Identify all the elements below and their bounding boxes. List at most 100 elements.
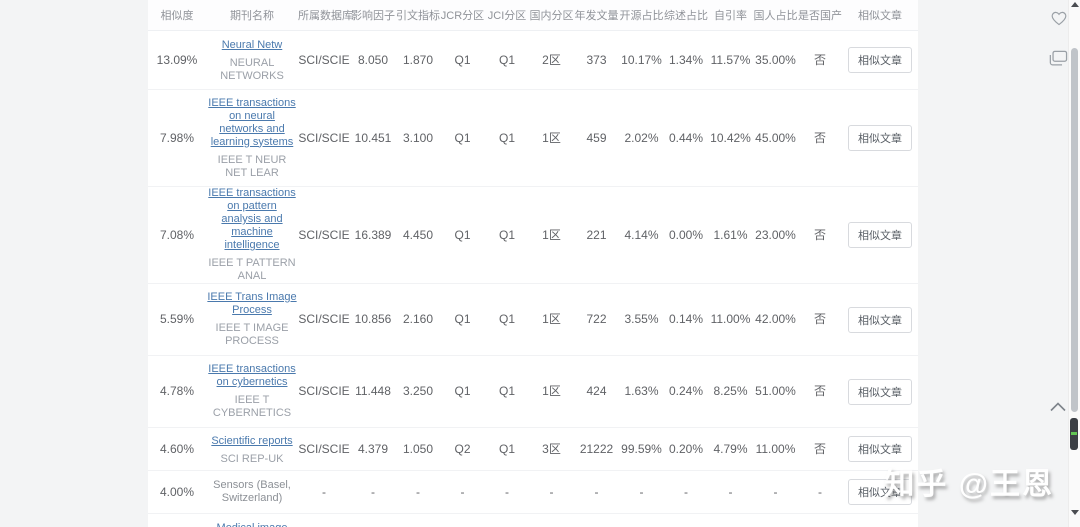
- cell-oa-ratio: [619, 514, 664, 520]
- cell-jcr-quartile: Q1: [454, 227, 471, 242]
- cell-similarity: 7.98%: [159, 130, 195, 145]
- journal-name-text: Sensors (Basel, Switzerland): [213, 479, 291, 504]
- scrollbar-up-arrow-icon[interactable]: [1071, 2, 1079, 7]
- cell-similarity: 4.00%: [159, 484, 195, 499]
- cell-domestic-zone: 1区: [542, 384, 561, 398]
- cell-domestic-zone: [529, 514, 574, 520]
- journal-name-link[interactable]: Medical image: [217, 522, 288, 527]
- journal-abbreviation: IEEE T IMAGE PROCESS: [215, 322, 289, 347]
- cell-self-citation-rate: 11.00%: [710, 312, 751, 326]
- journal-name-link[interactable]: IEEE transactions on neural networks and…: [208, 96, 296, 148]
- scrollbar-thumb[interactable]: [1071, 48, 1078, 412]
- journal-name-link[interactable]: IEEE transactions on pattern analysis an…: [208, 187, 296, 251]
- cell-citation-index: 3.250: [402, 384, 434, 398]
- cell-similarity: 5.59%: [159, 312, 195, 326]
- cell-annual-articles: -: [594, 484, 599, 499]
- journal-name-link[interactable]: Scientific reports: [211, 434, 293, 447]
- similar-articles-button[interactable]: 相似文章: [848, 306, 912, 333]
- cell-citation-index: [396, 514, 440, 520]
- cell-journal-name: IEEE transactions on cybernetics IEEE T C…: [206, 363, 298, 420]
- cell-oa-ratio: 1.63%: [624, 384, 659, 398]
- cell-jci-quartile: [485, 514, 529, 520]
- cell-similar-articles: 相似文章: [842, 436, 918, 462]
- column-header-citation-index: 引文指标: [396, 10, 440, 22]
- chevron-up-icon[interactable]: [1050, 402, 1066, 412]
- cell-chinese-author-ratio: [753, 514, 798, 520]
- similar-articles-button[interactable]: 相似文章: [848, 479, 912, 505]
- cell-impact-factor: 8.050: [357, 52, 389, 67]
- cell-jci-quartile: Q1: [498, 441, 515, 456]
- similar-articles-button[interactable]: 相似文章: [848, 222, 912, 248]
- cell-jci-quartile: Q1: [498, 130, 515, 145]
- cell-citation-index: -: [416, 484, 420, 499]
- similar-articles-button[interactable]: 相似文章: [848, 378, 912, 405]
- cell-similar-articles: 相似文章: [842, 125, 918, 151]
- journal-name-link[interactable]: Neural Netw: [221, 39, 283, 51]
- cell-database: SCI/SCIE: [298, 227, 350, 242]
- cell-chinese-author-ratio: 51.00%: [755, 384, 796, 398]
- cell-annual-articles: [574, 514, 619, 520]
- cell-jci-quartile: Q1: [498, 312, 515, 326]
- cell-chinese-author-ratio: -: [773, 484, 778, 499]
- cell-review-ratio: -: [684, 484, 688, 499]
- cell-self-citation-rate: 8.25%: [713, 384, 748, 398]
- vertical-scrollbar[interactable]: [1068, 0, 1080, 527]
- cell-similar-articles: 相似文章: [842, 222, 918, 248]
- cell-annual-articles: 21222: [579, 441, 614, 456]
- cell-similar-articles: 相似文章: [842, 306, 918, 333]
- cell-self-citation-rate: 11.57%: [710, 52, 751, 67]
- journal-abbreviation: IEEE T PATTERN ANAL: [208, 257, 296, 282]
- similar-articles-button[interactable]: 相似文章: [848, 47, 912, 73]
- cell-is-domestic: [798, 514, 842, 520]
- column-header-review-ratio: 综述占比: [664, 10, 708, 22]
- cell-domestic-zone: 1区: [542, 227, 561, 242]
- cell-impact-factor: 16.389: [354, 227, 392, 242]
- similar-articles-button[interactable]: 相似文章: [848, 125, 912, 151]
- column-header-journal-name: 期刊名称: [230, 10, 274, 22]
- cell-review-ratio: 0.20%: [668, 441, 704, 456]
- cell-review-ratio: 0.14%: [668, 312, 704, 326]
- cell-oa-ratio: 10.17%: [621, 52, 662, 67]
- table-row: 7.08% IEEE transactions on pattern analys…: [148, 187, 918, 284]
- journal-results-table: 相似度 期刊名称 所属数据库 影响因子 引文指标 JCR分区 JCI分区 国内分区 年发文量 开源…: [148, 0, 918, 527]
- column-header-impact-factor: 影响因子: [351, 10, 395, 22]
- cell-database: [298, 514, 350, 520]
- journal-name-link[interactable]: IEEE Trans Image Process: [207, 291, 297, 316]
- cell-impact-factor: 10.451: [354, 130, 392, 145]
- table-row: 5.59% IEEE Trans Image Process IEEE T IMAG…: [148, 284, 918, 356]
- cell-impact-factor: 10.856: [354, 312, 392, 326]
- cell-annual-articles: 373: [586, 52, 607, 67]
- cell-self-citation-rate: 4.79%: [713, 441, 748, 456]
- column-header-is-domestic: 是否国产: [798, 10, 842, 22]
- cell-jcr-quartile: Q1: [454, 384, 471, 398]
- heart-icon[interactable]: [1050, 10, 1068, 26]
- cell-journal-name: Neural Netw NEURAL NETWORKS: [206, 37, 298, 83]
- cell-is-domestic: 否: [813, 130, 826, 145]
- cell-journal-name: IEEE Trans Image Process IEEE T IMAGE PRO…: [206, 291, 298, 348]
- journal-name-link[interactable]: IEEE transactions on cybernetics: [208, 363, 296, 388]
- table-row: 4.60% Scientific reports SCI REP-UK SCI/SCI…: [148, 428, 918, 471]
- cell-journal-name: IEEE transactions on pattern analysis an…: [206, 187, 298, 283]
- cell-journal-name: Scientific reports SCI REP-UK: [206, 433, 298, 466]
- cell-similarity: 7.08%: [159, 227, 195, 242]
- cell-impact-factor: 11.448: [355, 384, 391, 398]
- cell-oa-ratio: 99.59%: [621, 441, 662, 456]
- cell-is-domestic: 否: [813, 441, 826, 456]
- table-row: 4.78% IEEE transactions on cybernetics IEE…: [148, 356, 918, 428]
- table-body: 13.09% Neural Netw NEURAL NETWORKS SCI/SCIE…: [148, 31, 918, 527]
- table-row: 4.00% Sensors (Basel, Switzerland) - - - - - - -…: [148, 471, 918, 514]
- journal-abbreviation: IEEE T NEUR NET LEAR: [217, 153, 287, 179]
- cell-review-ratio: 0.00%: [668, 227, 704, 242]
- cell-oa-ratio: 2.02%: [624, 130, 659, 145]
- cell-domestic-zone: 1区: [542, 312, 561, 326]
- cell-similarity: 13.09%: [156, 52, 198, 67]
- table-row: 13.09% Neural Netw NEURAL NETWORKS SCI/SCIE…: [148, 31, 918, 90]
- cell-self-citation-rate: -: [728, 484, 733, 499]
- scrollbar-down-arrow-icon[interactable]: [1071, 510, 1079, 515]
- journal-abbreviation: NEURAL NETWORKS: [220, 57, 284, 82]
- cell-similar-articles: 相似文章: [842, 47, 918, 73]
- comment-icon[interactable]: [1048, 50, 1068, 68]
- similar-articles-button[interactable]: 相似文章: [848, 436, 912, 462]
- cell-jci-quartile: Q1: [498, 227, 515, 242]
- cell-similar-articles: [842, 514, 918, 520]
